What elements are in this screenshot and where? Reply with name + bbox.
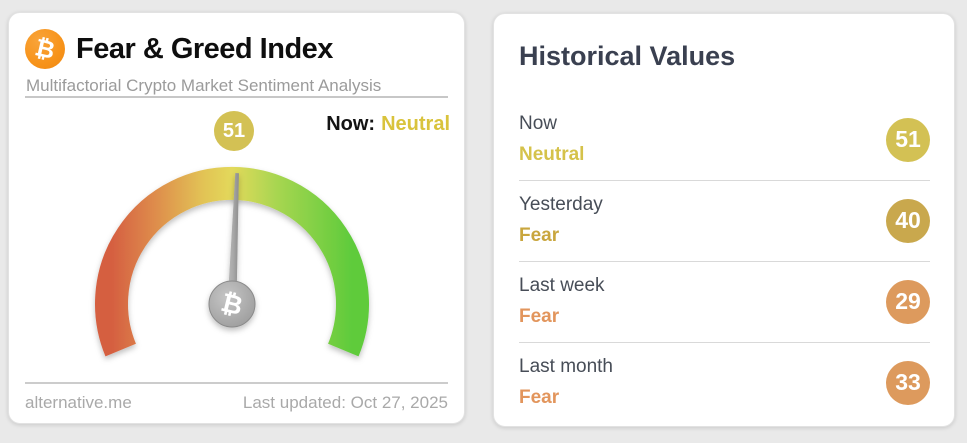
row-classification: Fear: [519, 225, 560, 246]
card-header: ₿ Fear & Greed Index: [25, 27, 448, 71]
page-subtitle: Multifactorial Crypto Market Sentiment A…: [26, 76, 382, 95]
gauge-needle: ₿: [208, 173, 256, 328]
table-row: Last week Fear 29: [519, 262, 930, 343]
gauge-value-badge: 51: [214, 111, 254, 151]
bitcoin-icon: ₿: [25, 29, 65, 69]
row-period-label: Last month: [519, 356, 613, 377]
row-classification: Fear: [519, 387, 560, 408]
now-status-line: Now: Neutral: [326, 113, 450, 136]
needle-hub: [208, 280, 256, 328]
row-value-badge: 51: [886, 117, 930, 162]
last-updated-text: Last updated: Oct 27, 2025: [242, 393, 448, 412]
row-value-badge: 33: [886, 360, 930, 405]
page-title: Fear & Greed Index: [76, 32, 333, 65]
gauge-arc: [95, 166, 369, 357]
historical-rows: Now Neutral 51 Yesterday Fear 40 Last we…: [519, 100, 930, 423]
gauge-chart: ₿: [95, 166, 369, 357]
now-classification: Neutral: [381, 113, 450, 135]
now-label: Now:: [326, 113, 376, 135]
bitcoin-glyph: ₿: [32, 32, 58, 65]
row-value-badge: 29: [886, 279, 930, 324]
historical-values-title: Historical Values: [519, 41, 736, 71]
card-footer: alternative.me Last updated: Oct 27, 202…: [25, 382, 448, 413]
row-period-label: Yesterday: [519, 194, 603, 215]
fear-greed-card: ₿ Fear & Greed Index Multifactorial Cryp…: [8, 12, 465, 424]
row-period-label: Now: [519, 113, 558, 134]
row-classification: Fear: [519, 306, 560, 327]
table-row: Yesterday Fear 40: [519, 181, 930, 262]
historical-values-card: Historical Values Now Neutral 51 Yesterd…: [493, 13, 955, 427]
row-value-badge: 40: [886, 198, 930, 243]
row-period-label: Last week: [519, 275, 605, 296]
header-divider: [25, 96, 448, 98]
table-row: Last month Fear 33: [519, 343, 930, 423]
alternative-me-link[interactable]: alternative.me: [25, 393, 132, 412]
table-row: Now Neutral 51: [519, 100, 930, 181]
row-classification: Neutral: [519, 144, 585, 165]
